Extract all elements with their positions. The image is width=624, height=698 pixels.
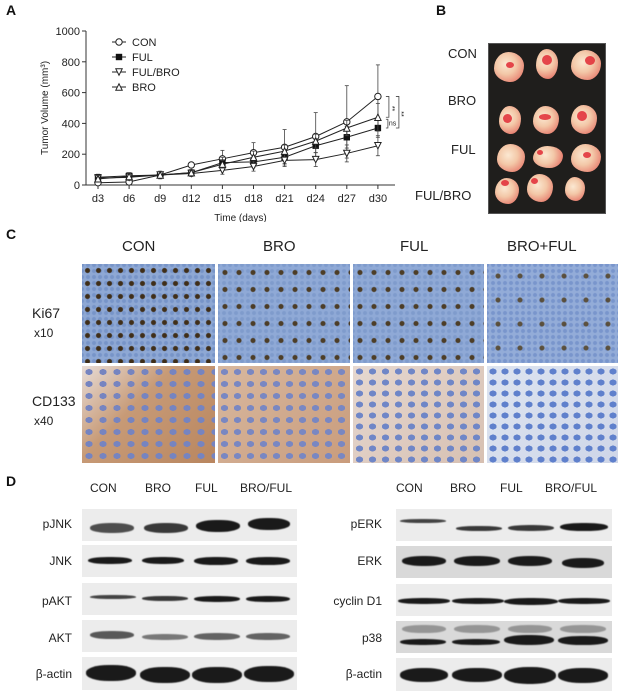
blot-right-row-erk: ERK — [357, 554, 382, 568]
ihc-ki67-bro-ful — [487, 264, 618, 363]
ihc-row-label-ki67: Ki67 — [32, 305, 61, 321]
svg-text:**: ** — [388, 106, 395, 112]
svg-text:d3: d3 — [92, 193, 104, 205]
svg-text:d24: d24 — [307, 193, 325, 205]
tumor-row-label-con: CON — [448, 46, 477, 61]
ihc-cd133-ful — [353, 366, 484, 463]
ihc-col-label-ful: FUL — [400, 238, 429, 255]
svg-text:FUL: FUL — [132, 52, 153, 64]
panel-a-letter: A — [6, 2, 17, 18]
ihc-row-label-cd133: CD133 — [32, 393, 76, 409]
svg-text:d21: d21 — [275, 193, 293, 205]
blot-pjnk — [82, 509, 297, 541]
svg-text:d30: d30 — [369, 193, 387, 205]
svg-text:d15: d15 — [213, 193, 231, 205]
blot-left-row-akt: AKT — [48, 631, 72, 645]
blot-left-row-jnk: JNK — [49, 554, 72, 568]
blot-perk — [396, 509, 612, 541]
tumor-con-1 — [494, 52, 524, 82]
tumor-ful-1 — [497, 144, 525, 172]
svg-text:600: 600 — [62, 88, 80, 100]
ihc-ki67-bro — [218, 264, 350, 363]
svg-text:d27: d27 — [338, 193, 356, 205]
blot-cyclin-d1 — [396, 584, 612, 616]
panel-b-letter: B — [436, 2, 447, 18]
tumor-ful-2 — [533, 146, 563, 168]
tumor-ful-bro-1 — [495, 178, 519, 204]
tumor-ful-bro-2 — [527, 174, 553, 202]
blot-left-col-bro-ful: BRO/FUL — [240, 481, 293, 495]
tumor-volume-chart: 0 200 400 600 800 1000 d3 d6 d9 d12 d15 d18 d21 d24 d2… — [40, 26, 404, 222]
ihc-cd133-bro-ful — [487, 366, 618, 463]
svg-text:BRO: BRO — [132, 82, 156, 94]
tumor-bro-3 — [571, 105, 597, 134]
blot-right-col-bro-ful: BRO/FUL — [545, 481, 598, 495]
blot-erk — [396, 546, 612, 578]
blot-left-row-pakt: pAKT — [41, 594, 72, 608]
blot-p38 — [396, 621, 612, 653]
ihc-cd133-bro — [218, 366, 350, 463]
svg-text:400: 400 — [62, 118, 80, 130]
blot-pakt — [82, 583, 297, 615]
ihc-col-label-bro: BRO — [263, 238, 296, 255]
tumor-bro-1 — [499, 106, 521, 134]
ihc-ki67-ful — [353, 264, 484, 363]
tumor-row-label-ful-bro: FUL/BRO — [415, 188, 472, 203]
ihc-col-label-bro-ful: BRO+FUL — [507, 238, 577, 255]
tumor-row-label-ful: FUL — [451, 142, 476, 157]
tumor-con-3 — [571, 50, 601, 80]
blot-right-col-bro: BRO — [450, 481, 477, 495]
tumor-ful-bro-3 — [565, 177, 585, 201]
panel-c-letter: C — [6, 226, 17, 242]
svg-text:1000: 1000 — [56, 26, 80, 38]
blot-right-col-ful: FUL — [500, 481, 523, 495]
panel-d-letter: D — [6, 473, 17, 489]
svg-text:d6: d6 — [123, 193, 135, 205]
blot-beta-actin-right — [396, 658, 612, 691]
blot-beta-actin-left — [82, 657, 297, 690]
tumor-photo — [488, 43, 606, 214]
blot-left-col-ful: FUL — [195, 481, 218, 495]
svg-text:d18: d18 — [244, 193, 262, 205]
blot-right-col-con: CON — [396, 481, 423, 495]
svg-text:200: 200 — [62, 149, 80, 161]
svg-text:ns: ns — [389, 121, 397, 128]
svg-text:Tumor Volume (mm³): Tumor Volume (mm³) — [40, 61, 51, 155]
svg-text:FUL/BRO: FUL/BRO — [132, 67, 180, 79]
blot-left-col-con: CON — [90, 481, 117, 495]
tumor-row-label-bro: BRO — [448, 93, 477, 108]
blot-jnk — [82, 545, 297, 577]
blot-left-col-bro: BRO — [145, 481, 172, 495]
ihc-col-label-con: CON — [122, 238, 156, 255]
svg-text:d9: d9 — [154, 193, 166, 205]
blot-right-row-perk: pERK — [350, 517, 382, 531]
svg-text:Time (days): Time (days) — [214, 213, 266, 222]
svg-text:CON: CON — [132, 37, 157, 49]
blot-akt — [82, 620, 297, 652]
blot-left-row-beta-actin: β-actin — [35, 667, 72, 681]
svg-text:**: ** — [397, 111, 404, 117]
ihc-row-mag-ki67: x10 — [34, 326, 54, 340]
blot-right-row-beta-actin: β-actin — [345, 667, 382, 681]
ihc-cd133-con — [82, 366, 215, 463]
svg-text:0: 0 — [74, 180, 80, 192]
blot-right-row-p38: p38 — [361, 631, 382, 645]
blot-right-row-cyclin-d1: cyclin D1 — [333, 594, 382, 608]
ihc-ki67-con — [82, 264, 215, 363]
tumor-con-2 — [536, 49, 558, 79]
svg-text:d12: d12 — [182, 193, 200, 205]
tumor-ful-3 — [571, 144, 601, 172]
ihc-row-mag-cd133: x40 — [34, 414, 54, 428]
blot-left-row-pjnk: pJNK — [42, 517, 72, 531]
tumor-bro-2 — [533, 106, 559, 134]
svg-text:800: 800 — [62, 57, 80, 69]
